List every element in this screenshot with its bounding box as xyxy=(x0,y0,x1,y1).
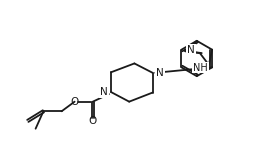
Text: N: N xyxy=(187,45,195,55)
Text: N: N xyxy=(156,68,163,78)
Text: NH: NH xyxy=(193,63,207,73)
Text: O: O xyxy=(89,116,97,126)
Text: O: O xyxy=(70,97,79,107)
Text: N: N xyxy=(100,87,108,97)
